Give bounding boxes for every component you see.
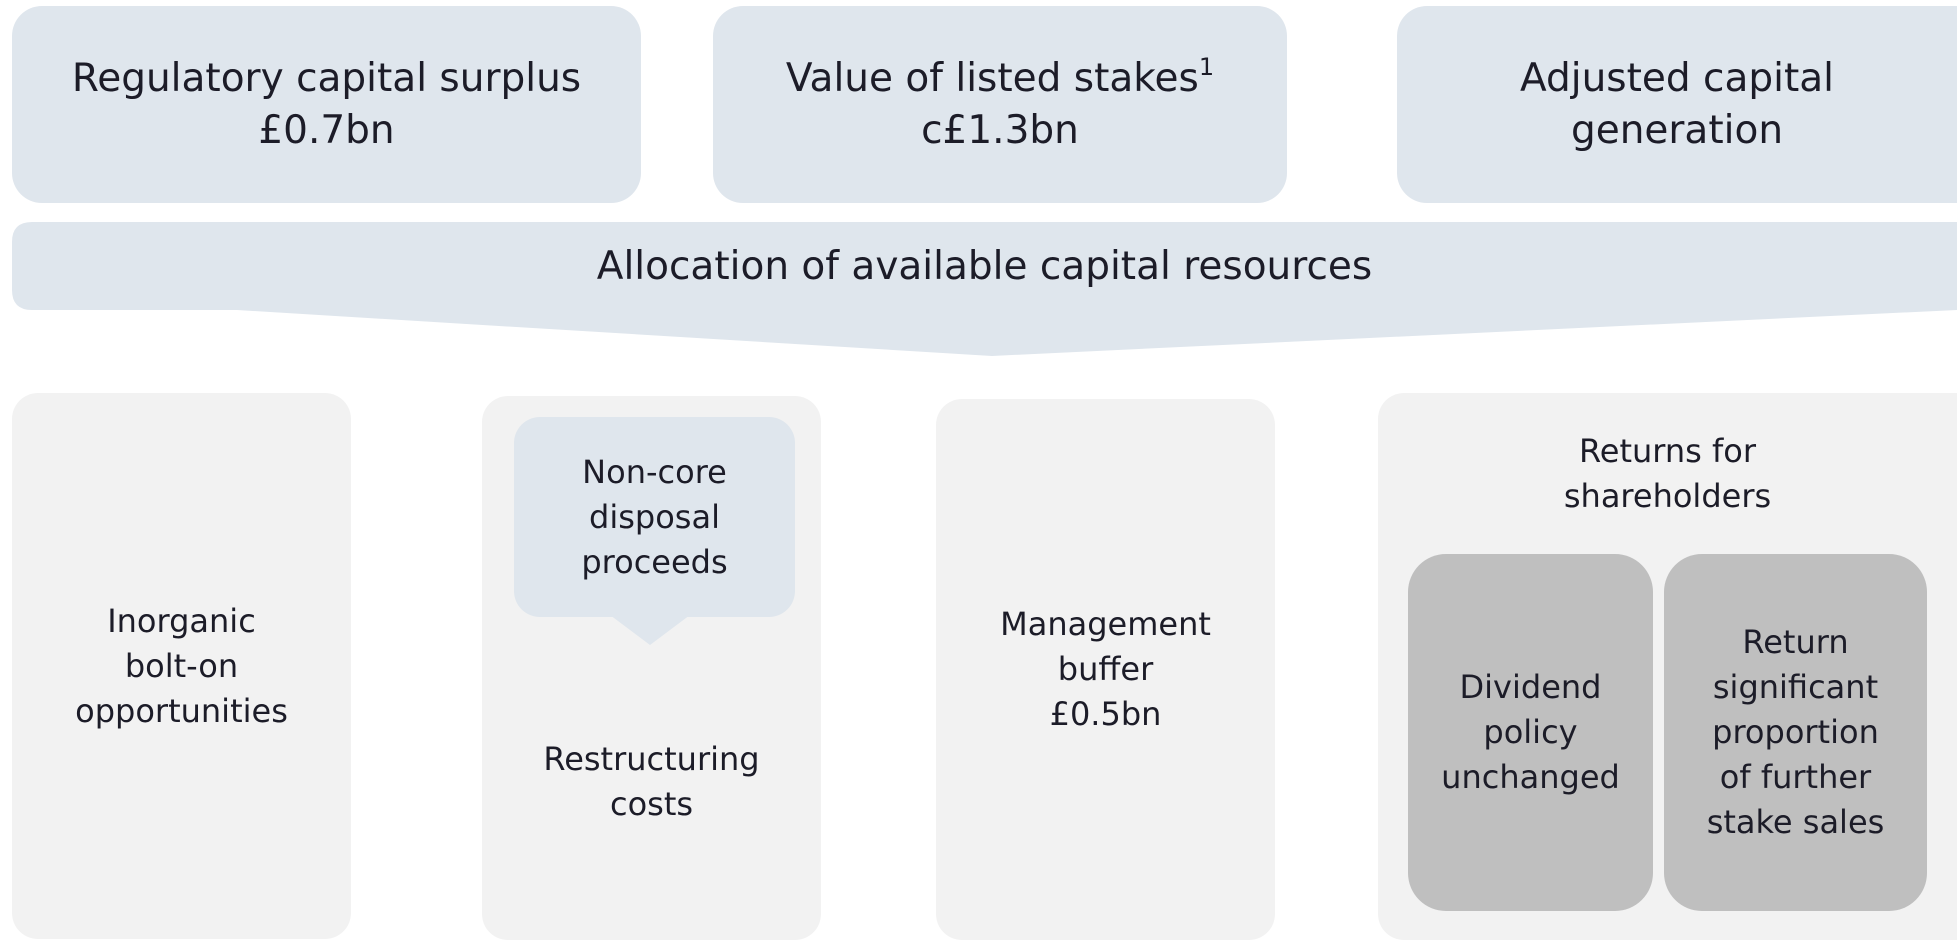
text-line: Return [1742, 620, 1848, 665]
text: Return [1742, 623, 1849, 661]
text-line: c£1.3bn [921, 105, 1079, 157]
bottom-box: Inorganic bolt-on opportunities [12, 393, 351, 939]
returns-item: Dividend policy unchanged [1408, 554, 1653, 911]
text-line: significant [1713, 665, 1878, 710]
text: stake sales [1706, 803, 1885, 841]
text-line: stake sales [1707, 800, 1885, 845]
top-box: Value of listed stakes1 c£1.3bn [713, 6, 1287, 203]
top-box: Regulatory capital surplus £0.7bn [12, 6, 641, 203]
text-line: Restructuring [543, 737, 759, 782]
text-line: proportion [1712, 710, 1879, 755]
text: opportunities [75, 691, 288, 730]
banner-arrow [12, 222, 1957, 356]
text-line: unchanged [1441, 755, 1620, 800]
text: Returns for [1578, 432, 1757, 470]
text-line: £0.5bn [1050, 692, 1162, 737]
text-line: shareholders [1564, 474, 1771, 519]
text-line: Management [1000, 602, 1211, 647]
text-line: generation [1571, 105, 1783, 157]
text: c£1.3bn [921, 107, 1079, 153]
returns-item: Return significant proportion of further sta… [1664, 554, 1927, 911]
returns-title: Returns for shareholders [1378, 428, 1957, 520]
text: unchanged [1441, 758, 1620, 796]
text: £0.7bn [258, 107, 395, 153]
text: buffer [1057, 650, 1154, 688]
text: Restructuring [543, 740, 760, 778]
text: Adjusted capital [1519, 55, 1835, 101]
text: £0.5bn [1049, 695, 1162, 733]
text-line: £0.7bn [258, 105, 394, 157]
text-line: policy [1483, 710, 1577, 755]
banner-label: Allocation of available capital resource… [12, 222, 1957, 310]
text: generation [1570, 107, 1784, 153]
restructuring-text: Restructuring costs [482, 720, 821, 844]
text-line: proceeds [581, 540, 727, 585]
text: proportion [1712, 713, 1879, 751]
text: of further [1719, 758, 1872, 796]
text: Regulatory capital surplus [71, 55, 582, 101]
text-line: Regulatory capital surplus [72, 53, 581, 105]
text-line: costs [610, 782, 693, 827]
text: policy [1483, 713, 1578, 751]
text-line: bolt-on [125, 644, 238, 689]
text-line: Adjusted capital [1520, 53, 1834, 105]
text: Management [1000, 605, 1211, 643]
text: Dividend [1459, 668, 1602, 706]
callout-pointer [610, 615, 690, 645]
text: costs [609, 785, 694, 823]
footnote-marker: 1 [1198, 52, 1215, 81]
text: Non-core [582, 452, 727, 491]
text-line: Value of listed stakes1 [786, 53, 1214, 105]
text: shareholders [1563, 477, 1772, 515]
text-line: buffer [1058, 647, 1153, 692]
text-line: Inorganic [107, 599, 256, 644]
text-line: Non-core [582, 450, 727, 495]
text-line: disposal [589, 495, 720, 540]
text-line: Dividend [1460, 665, 1602, 710]
text: Inorganic [107, 601, 256, 640]
callout-box: Non-core disposal proceeds [514, 417, 795, 617]
text-line: of further [1720, 755, 1871, 800]
text: bolt-on [124, 646, 239, 685]
text: proceeds [581, 542, 728, 581]
text: significant [1712, 668, 1879, 706]
text-line: opportunities [75, 689, 288, 734]
bottom-box: Management buffer £0.5bn [936, 399, 1275, 940]
banner-text: Allocation of available capital resource… [596, 243, 1373, 289]
top-box: Adjusted capital generation [1397, 6, 1957, 203]
text-line: Returns for [1579, 429, 1756, 474]
text: disposal [589, 497, 720, 536]
text: Value of listed stakes [785, 55, 1199, 101]
